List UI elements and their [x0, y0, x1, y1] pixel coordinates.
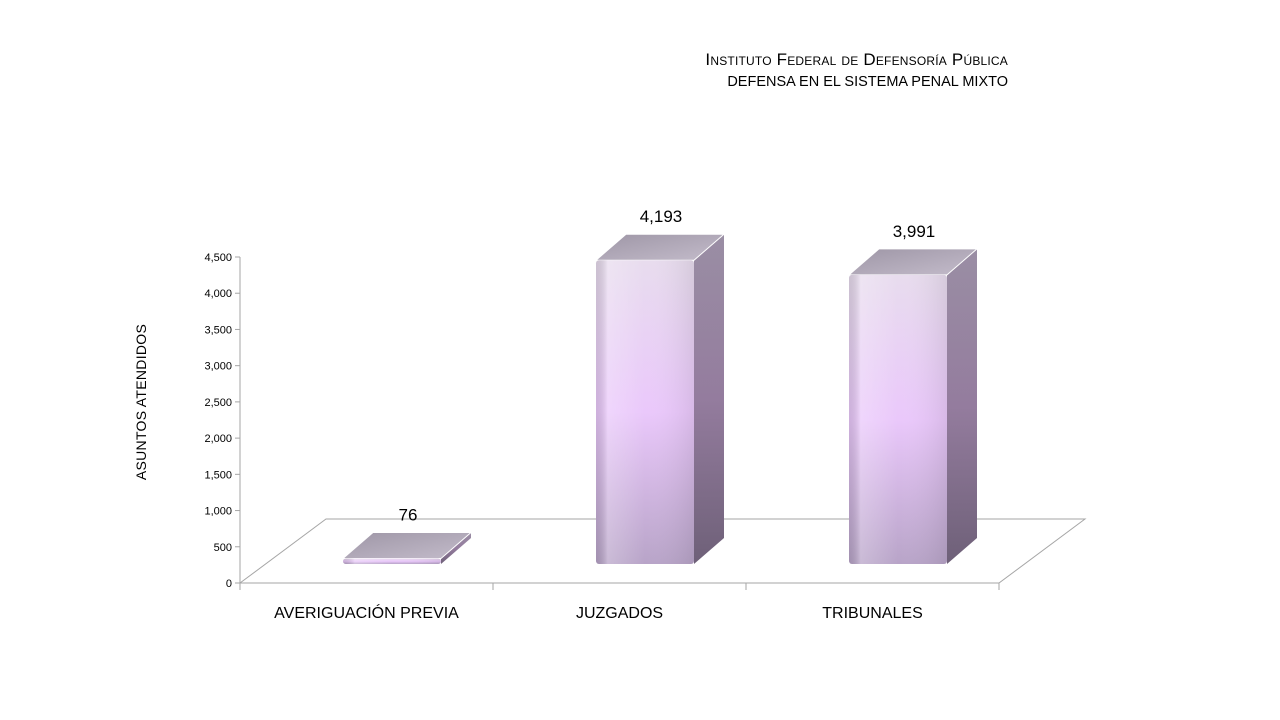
chart-title: Instituto Federal de Defensoría Pública	[705, 50, 1008, 69]
y-tick-label: 3,000	[204, 361, 232, 373]
y-tick-label: 3,500	[204, 324, 232, 336]
bar-front-shade	[849, 274, 947, 564]
y-tick-label: 0	[226, 578, 232, 590]
category-label: TRIBUNALES	[822, 605, 922, 622]
y-tick-label: 4,500	[204, 252, 232, 264]
chart-axes: 0 500 1,000 1,500 2,000 2,500 3,000 3,500 4,000 4…	[204, 252, 1000, 590]
y-tick-label: 500	[214, 542, 232, 554]
y-axis-title: ASUNTOS ATENDIDOS	[133, 324, 149, 480]
data-label: 3,991	[893, 222, 936, 241]
data-label: 4,193	[640, 207, 683, 226]
bar	[847, 248, 979, 565]
bar	[341, 531, 473, 564]
chart-title-block: Instituto Federal de Defensoría Pública …	[705, 48, 1008, 92]
y-tick-label: 4,000	[204, 288, 232, 300]
bar-front-shade	[343, 558, 441, 564]
y-tick-label: 2,000	[204, 433, 232, 445]
bar-front-shade	[596, 260, 694, 564]
y-tick-label: 2,500	[204, 397, 232, 409]
bar-side-face	[441, 532, 471, 564]
category-label: JUZGADOS	[576, 605, 663, 622]
y-tick-label: 1,500	[204, 469, 232, 481]
chart-labels: ASUNTOS ATENDIDOS 76 AVERIGUACIÓN PREVIA 4,…	[133, 207, 935, 622]
y-tick-label: 1,000	[204, 506, 232, 518]
bar	[594, 233, 726, 564]
bar-side-face	[947, 248, 977, 565]
chart-bars	[341, 233, 979, 565]
data-label: 76	[399, 505, 418, 524]
bar-side-face	[694, 234, 724, 564]
chart-subtitle: DEFENSA EN EL SISTEMA PENAL MIXTO	[727, 74, 1008, 90]
category-label: AVERIGUACIÓN PREVIA	[274, 603, 459, 622]
